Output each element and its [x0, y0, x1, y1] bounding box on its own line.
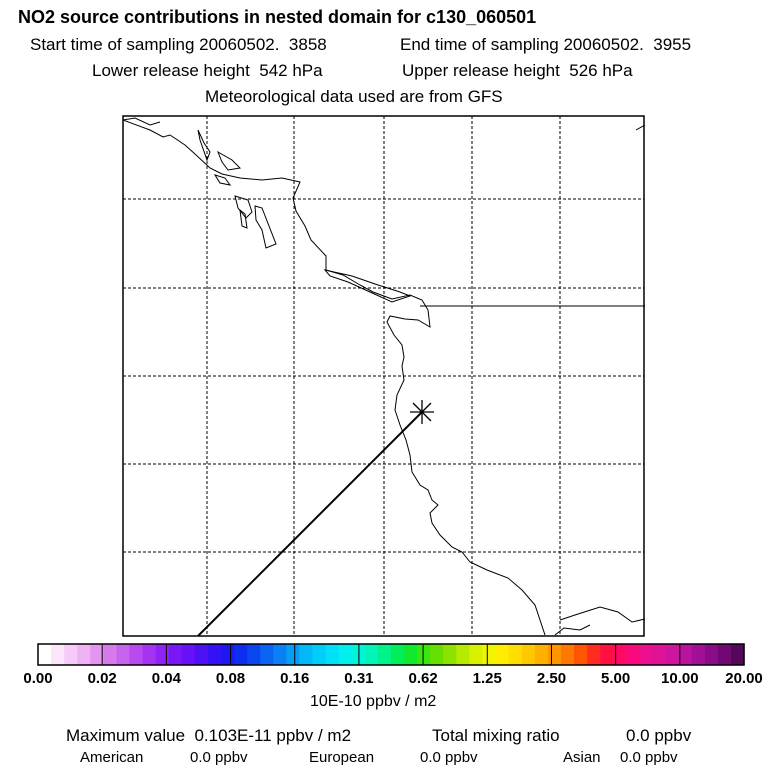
max-value-label: Maximum value 0.103E-11 ppbv / m2 [66, 726, 352, 745]
colorbar-cell [730, 644, 745, 665]
colorbar-cell [38, 644, 52, 665]
colorbar-cell [77, 644, 91, 665]
region-american-name: American [80, 749, 144, 766]
end-time-label: End time of sampling 20060502. 3955 [400, 35, 692, 54]
colorbar-cell [168, 644, 183, 665]
colorbar-cell [482, 644, 497, 665]
colorbar-cell [181, 644, 196, 665]
colorbar-cell [495, 644, 510, 665]
colorbar-cell [521, 644, 536, 665]
colorbar-tick-label: 5.00 [601, 670, 631, 687]
met-data-label: Meteorological data used are from GFS [205, 87, 503, 106]
colorbar-tick-label: 0.04 [151, 670, 181, 687]
colorbar-dividers [101, 644, 681, 665]
colorbar-cell [364, 644, 379, 665]
region-european-value: 0.0 ppbv [420, 749, 478, 766]
colorbar-tick-label: 0.02 [87, 670, 117, 687]
colorbar-cell [534, 644, 549, 665]
colorbar-tick-label: 1.25 [472, 670, 502, 687]
colorbar-tick-label: 2.50 [536, 670, 567, 687]
colorbar-cell [155, 644, 170, 665]
colorbar-cell [587, 644, 601, 665]
colorbar-cell [443, 644, 457, 665]
colorbar-cell [404, 644, 418, 665]
colorbar-cell [613, 644, 627, 665]
colorbar-tick-label: 0.16 [280, 670, 310, 687]
start-time-label: Start time of sampling 20060502. 3858 [30, 35, 327, 54]
colorbar-cell [508, 644, 523, 665]
colorbar-cell [456, 644, 471, 665]
colorbar-cell [116, 644, 131, 665]
colorbar-cell [51, 644, 65, 665]
region-american-value: 0.0 ppbv [190, 749, 248, 766]
map-frame [122, 115, 645, 637]
colorbar-cell [286, 644, 301, 665]
colorbar-cell [377, 644, 392, 665]
colorbar-cell [221, 644, 235, 665]
colorbar-cell [64, 644, 78, 665]
colorbar-cell [391, 644, 405, 665]
colorbar-cell [665, 644, 680, 665]
colorbar-cell [560, 644, 575, 665]
colorbar-cell [338, 644, 353, 665]
total-mixing-value: 0.0 ppbv [626, 726, 692, 745]
lower-height-label: Lower release height 542 hPa [92, 61, 323, 80]
colorbar-cell [273, 644, 288, 665]
colorbar-tick-label: 0.08 [215, 670, 246, 687]
colorbar-cell [103, 644, 118, 665]
coastline [122, 117, 646, 636]
colorbar-cell [194, 644, 209, 665]
colorbar-cell [299, 644, 314, 665]
colorbar-cells [38, 644, 745, 665]
colorbar-cell [247, 644, 261, 665]
colorbar-cell [574, 644, 588, 665]
colorbar-cell [547, 644, 562, 665]
colorbar-tick-label: 20.00 [725, 670, 763, 687]
colorbar-cell [129, 644, 144, 665]
colorbar-cell [469, 644, 484, 665]
colorbar-units: 10E-10 ppbv / m2 [310, 693, 437, 710]
flight-track [197, 411, 423, 637]
region-asian-name: Asian [563, 749, 601, 766]
colorbar-cell [717, 644, 732, 665]
colorbar-cell [600, 644, 614, 665]
colorbar-tick-label: 0.00 [23, 670, 53, 687]
map-title: NO2 source contributions in nested domai… [18, 7, 537, 27]
colorbar-cell [312, 644, 327, 665]
colorbar-tick-label: 10.00 [661, 670, 699, 687]
colorbar-cell [142, 644, 157, 665]
colorbar-tick-label: 0.62 [408, 670, 438, 687]
colorbar-tick-label: 0.31 [344, 670, 374, 687]
colorbar-cell [626, 644, 641, 665]
colorbar-cell [325, 644, 340, 665]
region-asian-value: 0.0 ppbv [620, 749, 678, 766]
colorbar-cell [234, 644, 248, 665]
colorbar-cell [652, 644, 667, 665]
colorbar-cell [207, 644, 222, 665]
colorbar-cell [678, 644, 693, 665]
colorbar-cell [260, 644, 274, 665]
colorbar-cell [430, 644, 444, 665]
total-mixing-label: Total mixing ratio [432, 726, 560, 745]
colorbar-cell [90, 644, 104, 665]
release-point-marker [410, 400, 434, 424]
colorbar-cell [639, 644, 654, 665]
colorbar-cell [691, 644, 706, 665]
grid-lines [123, 116, 644, 636]
colorbar-cell [417, 644, 431, 665]
colorbar-frame [37, 643, 745, 666]
region-european-name: European [309, 749, 375, 766]
colorbar-cell [704, 644, 719, 665]
upper-height-label: Upper release height 526 hPa [402, 61, 633, 80]
